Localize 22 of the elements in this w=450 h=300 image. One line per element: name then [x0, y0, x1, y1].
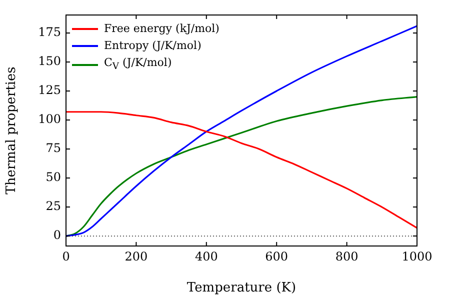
y-tick-label: 0	[53, 228, 61, 242]
legend-label: Entropy (J/K/mol)	[104, 38, 202, 54]
x-tick-label: 1000	[402, 249, 432, 264]
legend-label: Free energy (kJ/mol)	[104, 21, 220, 37]
x-tick-label: 400	[194, 249, 218, 264]
line-series	[66, 25, 417, 237]
x-tick-label: 200	[124, 249, 148, 264]
x-tick-label: 800	[335, 249, 358, 264]
line-series	[66, 111, 417, 229]
y-tick-label: 25	[46, 199, 61, 214]
legend-label: C$_{V}$ (J/K/mol)	[104, 55, 172, 74]
y-tick-label: 125	[38, 83, 61, 98]
y-axis-title: Thermal properties	[4, 66, 20, 194]
x-axis-title: Temperature (K)	[186, 280, 296, 296]
x-tick-label: 0	[62, 249, 70, 264]
y-tick-label: 75	[46, 141, 61, 156]
y-tick-label: 100	[38, 112, 61, 126]
x-tick-label: 600	[265, 249, 288, 264]
y-tick-label: 175	[38, 25, 61, 40]
y-tick-label: 150	[38, 54, 61, 68]
line-series	[66, 96, 417, 237]
y-tick-label: 50	[46, 170, 61, 184]
